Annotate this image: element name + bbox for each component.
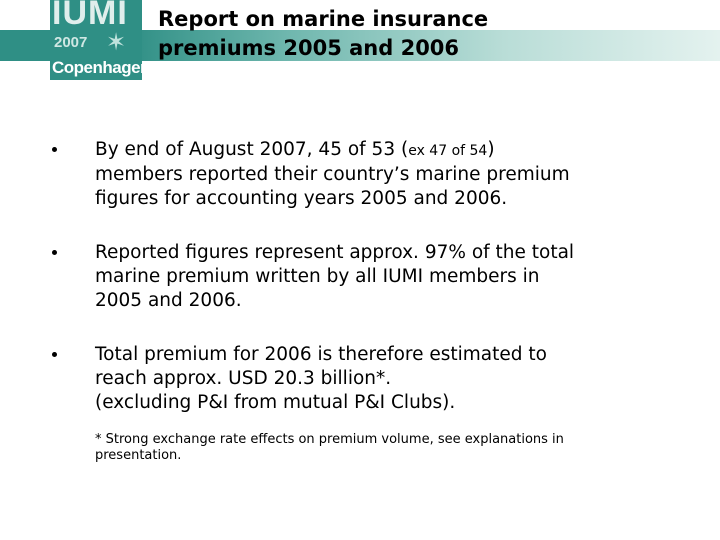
bullet-line: Reported figures represent approx. 97% o… xyxy=(95,242,575,263)
title-line-2: premiums 2005 and 2006 xyxy=(158,36,460,60)
logo-iumi-text: IUMI xyxy=(52,0,128,32)
title-line-1: Report on marine insurance xyxy=(158,7,489,31)
bullet-dot-icon xyxy=(52,352,57,357)
bullet-dot-icon xyxy=(52,250,57,255)
footnote-line-1: * Strong exchange rate effects on premiu… xyxy=(95,432,564,447)
bullet-line: marine premium written by all IUMI membe… xyxy=(95,266,540,287)
page-title: Report on marine insurance premiums 2005… xyxy=(158,5,698,63)
bullet-line: (excluding P&I from mutual P&I Clubs). xyxy=(95,392,456,413)
bullet-line: By end of August 2007, 45 of 53 (ex 47 o… xyxy=(95,139,495,160)
footnote-line-2: presentation. xyxy=(95,448,182,463)
bullet-line: figures for accounting years 2005 and 20… xyxy=(95,188,508,209)
logo-year-text: 2007 xyxy=(54,34,88,51)
bullet-line: reach approx. USD 20.3 billion*. xyxy=(95,368,392,389)
bullet-item-total-premium: Total premium for 2006 is therefore esti… xyxy=(52,343,692,415)
previous-count-note: ex 47 of 54 xyxy=(408,143,488,159)
bullet-item-members-reported: By end of August 2007, 45 of 53 (ex 47 o… xyxy=(52,138,692,211)
compass-star-icon: ✶ xyxy=(106,28,127,56)
iumi-logo: IUMI 2007 ✶ Copenhagen xyxy=(50,0,142,80)
bullet-item-coverage: Reported figures represent approx. 97% o… xyxy=(52,241,692,313)
bullet-line: members reported their country’s marine … xyxy=(95,164,570,185)
footnote: * Strong exchange rate effects on premiu… xyxy=(95,432,675,464)
bullet-list: By end of August 2007, 45 of 53 (ex 47 o… xyxy=(52,138,692,445)
logo-city-text: Copenhagen xyxy=(52,58,142,77)
bullet-line: Total premium for 2006 is therefore esti… xyxy=(95,344,547,365)
bullet-line: 2005 and 2006. xyxy=(95,290,242,311)
bullet-dot-icon xyxy=(52,147,57,152)
